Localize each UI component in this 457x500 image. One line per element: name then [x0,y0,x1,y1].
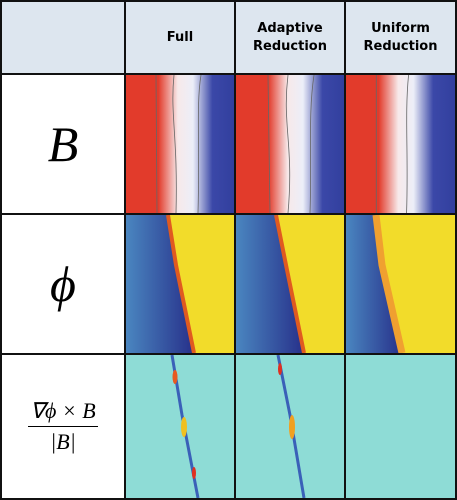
row-label: ∇ϕ × B |B| [2,355,124,498]
phi-uniform [346,215,455,353]
corner-cell [2,2,124,73]
b-adaptive [236,75,344,213]
phi-adaptive [236,215,344,353]
b-uniform [346,75,455,213]
cross-full [126,355,234,498]
figure-grid: Full Adaptive Reduction Uniform Reductio… [0,0,457,500]
column-header: Uniform Reduction [346,2,455,73]
numerator: ∇ϕ × B [28,398,97,427]
column-header: Adaptive Reduction [236,2,344,73]
column-header: Full [126,2,234,73]
row-label: ϕ [2,215,124,353]
b-full [126,75,234,213]
phi-full [126,215,234,353]
denominator: |B| [50,427,76,455]
cross-adaptive [236,355,344,498]
fraction: ∇ϕ × B |B| [28,398,97,455]
row-label: B [2,75,124,213]
cross-uniform [346,355,455,498]
